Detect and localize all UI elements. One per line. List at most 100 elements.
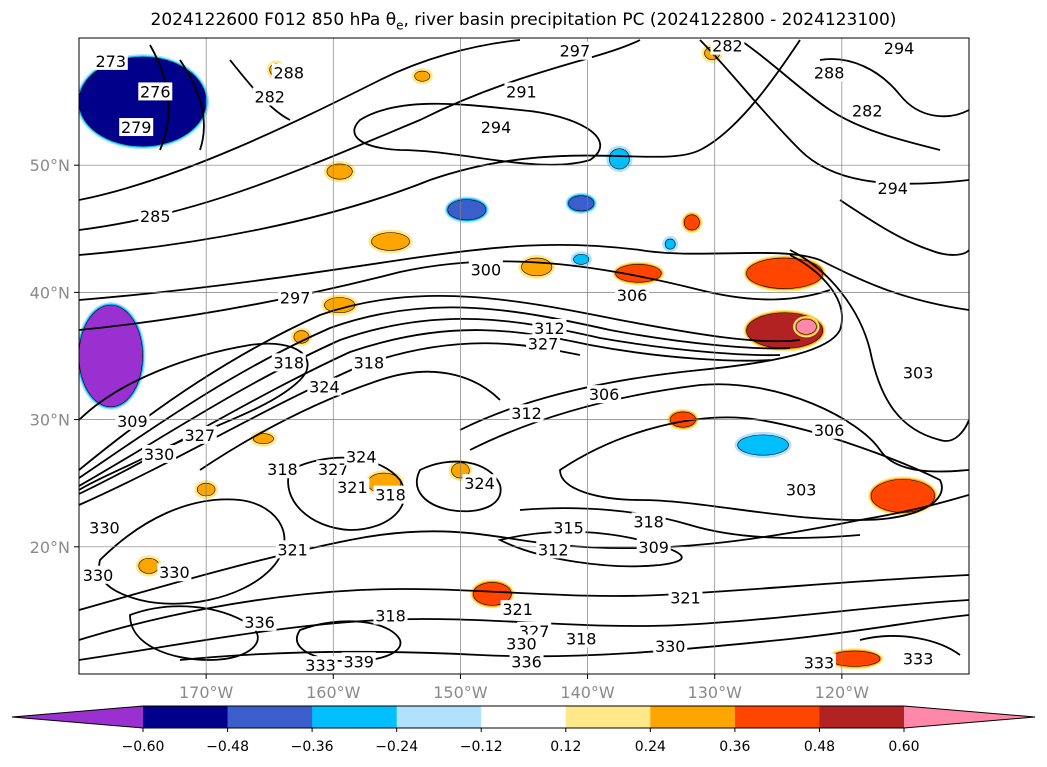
contour-line — [79, 39, 801, 256]
precip-region — [444, 196, 489, 223]
colorbar-bin — [227, 706, 313, 728]
contour-label-bg — [536, 540, 571, 559]
colorbar-over-arrow — [904, 706, 1035, 728]
precip-region-core — [795, 318, 817, 335]
contour-label: 330 — [142, 444, 177, 464]
contour-label-bg — [271, 353, 306, 372]
contour-label: 336 — [509, 652, 544, 671]
contour-label-bg — [303, 656, 338, 674]
contour-label-text: 318 — [375, 486, 406, 505]
precip-region — [570, 251, 592, 268]
contour-label-bg — [850, 101, 885, 120]
contour-label-text: 321 — [277, 540, 308, 559]
contour-label: 330 — [504, 634, 539, 653]
colorbar-tick: −0.36 — [291, 728, 334, 755]
precip-region — [411, 68, 433, 85]
precip-region — [793, 316, 820, 338]
contour-label: 321 — [500, 600, 535, 619]
precip-region — [321, 294, 358, 316]
x-tick-label: 140°W — [560, 683, 615, 702]
contour-label-text: 309 — [638, 538, 669, 557]
contour-label: 318 — [564, 629, 599, 648]
precip-region-core — [664, 238, 676, 250]
contour-label-text: 327 — [318, 460, 349, 479]
precip-region-core — [521, 257, 553, 277]
contour-label: 279 — [119, 118, 154, 137]
contour-label: 282 — [710, 38, 745, 56]
contour-label: 294 — [875, 179, 910, 198]
y-tick-label: 40°N — [30, 283, 70, 302]
contour-line — [199, 370, 501, 471]
plot-area: 273 276 279 282 288 285 291 294 297 282 294 288 282 2… — [78, 37, 970, 675]
contour-label-text: 306 — [617, 286, 648, 305]
contour-label: 294 — [882, 39, 917, 58]
contour-label-bg — [271, 63, 306, 82]
contour-label-bg — [504, 82, 539, 101]
contour-label: 273 — [93, 52, 128, 71]
plot-frame — [78, 37, 970, 675]
precip-region — [743, 255, 826, 292]
contour-label-text: 324 — [464, 474, 495, 493]
colorbar-tick: 0.24 — [635, 728, 666, 755]
contour-label-bg — [784, 480, 819, 499]
contour-label-bg — [636, 537, 671, 556]
colorbar-tick: 0.60 — [888, 728, 920, 755]
contour-label-bg — [509, 652, 544, 671]
x-axis: 170°W 160°W 150°W 140°W 130°W 120°W — [179, 674, 869, 702]
precip-region — [565, 192, 597, 214]
contour-label-text: 336 — [244, 613, 275, 632]
y-tick-label: 30°N — [30, 411, 70, 430]
contour-label-text: 288 — [814, 63, 845, 82]
contour-line — [353, 102, 602, 166]
contour-label: 285 — [138, 207, 173, 226]
contour-label: 330 — [653, 637, 688, 656]
contour-label-bg — [265, 460, 300, 479]
colorbar-bin — [734, 706, 820, 728]
contour-label-bg — [119, 118, 154, 137]
colorbar-bin — [481, 706, 567, 728]
contour-label: 294 — [479, 118, 514, 137]
contour-label: 282 — [850, 101, 885, 121]
contour-label: 330 — [157, 563, 192, 582]
x-tick-label: 130°W — [688, 683, 743, 702]
contour-label-text: 315 — [553, 519, 584, 538]
contour-label: 339 — [341, 652, 376, 671]
contour-label-text: 282 — [254, 88, 285, 107]
contour-label: 336 — [242, 612, 277, 632]
precip-region — [518, 255, 555, 279]
precip-region-core — [573, 253, 590, 265]
contour-label-text: 321 — [670, 589, 701, 608]
y-tick-label: 50°N — [30, 156, 70, 175]
x-tick: 150°W — [433, 674, 488, 702]
contour-line — [79, 243, 969, 311]
contour-label-text: 339 — [343, 652, 374, 671]
colorbar-under-arrow — [12, 706, 143, 728]
contour-label-text: 318 — [267, 460, 298, 479]
contour-label-bg — [242, 612, 277, 631]
y-tick-label: 20°N — [30, 538, 70, 557]
precip-region — [606, 145, 633, 173]
contour-label-bg — [341, 652, 376, 671]
precip-region-core — [371, 232, 410, 251]
colorbar-tick: 0.36 — [719, 728, 751, 755]
x-tick: 140°W — [560, 674, 615, 702]
contour-line — [79, 294, 801, 471]
precip-region-core — [828, 650, 881, 667]
contour-labels: 273 276 279 282 288 285 291 294 297 282 294 288 282 2… — [81, 38, 936, 674]
x-tick-label: 150°W — [433, 683, 488, 702]
contour-label-text: 333 — [804, 654, 835, 673]
contour-label: 303 — [784, 480, 819, 500]
colorbar-bin — [312, 706, 398, 728]
y-tick: 40°N — [30, 283, 79, 302]
contour-label-bg — [564, 629, 599, 648]
contour-label-bg — [335, 478, 370, 497]
contour-label-text: 336 — [511, 652, 542, 671]
colorbar-bin — [143, 706, 229, 728]
contour-label-text: 291 — [506, 82, 537, 101]
contour-label-bg — [138, 207, 173, 226]
colorbar-tick-label: 0.24 — [635, 739, 666, 755]
contour-label-text: 327 — [185, 426, 216, 445]
contour-label-text: 330 — [655, 637, 686, 656]
contour-label: 327 — [316, 460, 351, 479]
contour-line — [739, 39, 941, 151]
